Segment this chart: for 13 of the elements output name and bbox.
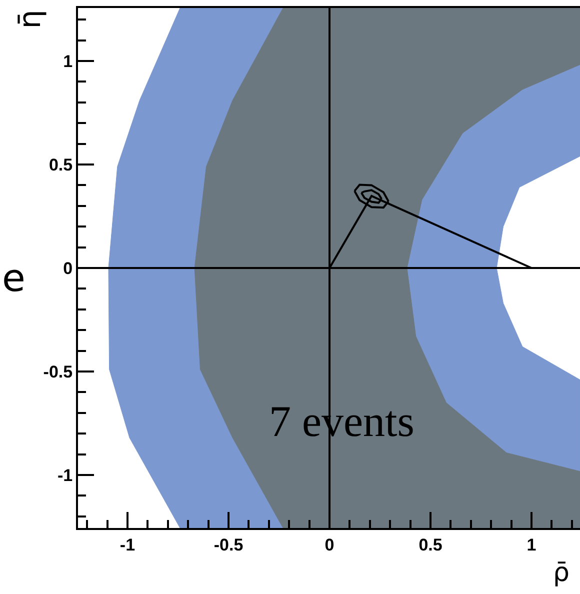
y-tick-label: 1 bbox=[63, 52, 73, 71]
x-tick-label: 1 bbox=[526, 535, 536, 554]
x-tick-label: 0 bbox=[324, 535, 334, 554]
x-axis-title: ρ̄ bbox=[553, 558, 570, 588]
y-tick-label: -1 bbox=[57, 466, 73, 485]
x-tick-label: -0.5 bbox=[214, 535, 244, 554]
y-tick-label: 0 bbox=[63, 258, 73, 278]
text: e bbox=[2, 256, 26, 300]
y-tick-label: -0.5 bbox=[43, 362, 73, 382]
x-tick-label: 0.5 bbox=[418, 535, 442, 554]
y-tick-label: 0.5 bbox=[48, 155, 73, 174]
x-tick-label: -1 bbox=[120, 535, 136, 554]
y-axis-title: η̄ bbox=[12, 10, 48, 29]
